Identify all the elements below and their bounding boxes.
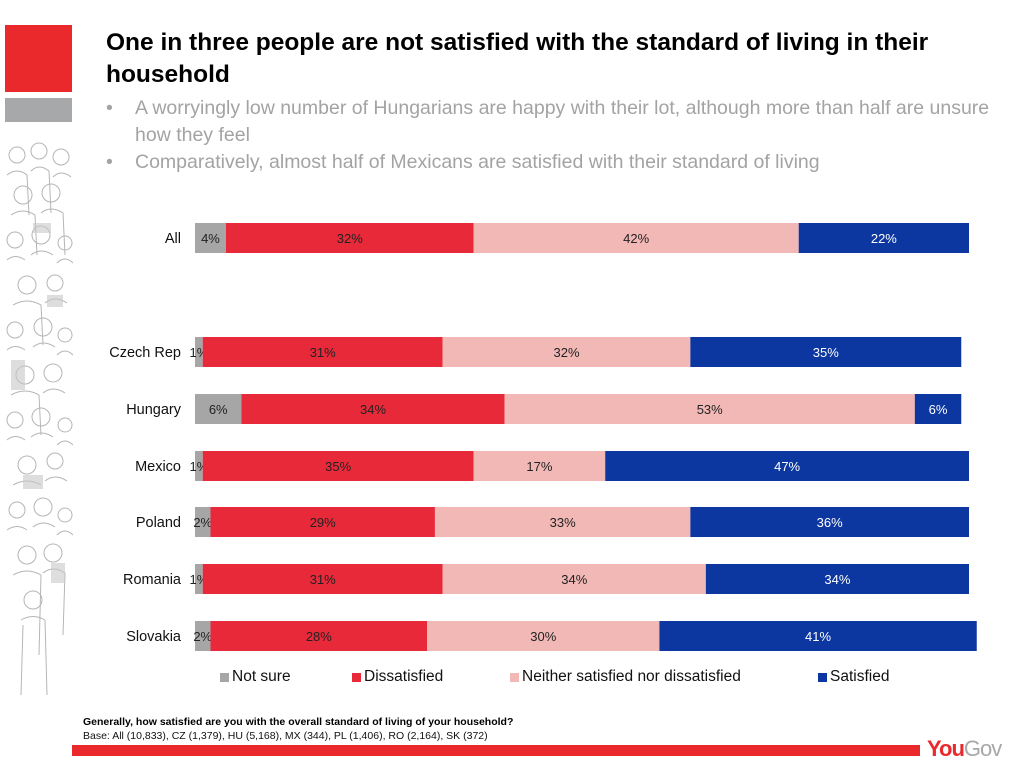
bar-segment-neither-satisfied-nor-dissatisfied [473, 451, 606, 481]
bar-segment-satisfied [659, 621, 977, 651]
data-label: 22% [871, 231, 897, 246]
legend-item-satisfied: Satisfied [818, 668, 889, 686]
bullet-dot-icon: • [106, 151, 113, 173]
base-sizes: Base: All (10,833), CZ (1,379), HU (5,16… [83, 730, 488, 742]
data-label: 33% [550, 515, 576, 530]
legend-label: Neither satisfied nor dissatisfied [522, 668, 741, 685]
legend-label: Dissatisfied [364, 668, 444, 685]
data-label: 6% [209, 402, 228, 417]
data-label: 34% [561, 572, 587, 587]
bar-segment-neither-satisfied-nor-dissatisfied [473, 223, 799, 253]
data-label: 32% [337, 231, 363, 246]
bullet-text: Comparatively, almost half of Mexicans a… [135, 151, 820, 173]
bar-segment-dissatisfied [225, 223, 474, 253]
bar-segment-dissatisfied [202, 451, 474, 481]
yougov-logo: YouGov [927, 736, 1002, 762]
data-label: 34% [360, 402, 386, 417]
category-label: All [165, 231, 181, 247]
bar-segment-neither-satisfied-nor-dissatisfied [504, 394, 915, 424]
legend-item-dissatisfied: Dissatisfied [352, 668, 443, 686]
bar-segment-not-sure [195, 564, 203, 594]
bar-segment-not-sure [195, 337, 203, 367]
bar-segment-not-sure [195, 223, 226, 253]
category-label: Czech Rep [109, 345, 181, 361]
data-label: 28% [306, 629, 332, 644]
bar-segment-dissatisfied [241, 394, 505, 424]
bar-row-hungary: Hungary 6% 34% 53% 6% [126, 394, 962, 424]
data-label: 31% [310, 345, 336, 360]
logo-gov: Gov [963, 736, 1002, 761]
legend-swatch [220, 672, 229, 682]
legend-item-not-sure: Not sure [220, 668, 291, 686]
bar-segment-satisfied [705, 564, 969, 594]
bar-segment-dissatisfied [210, 621, 428, 651]
bar-row-mexico: Mexico 1% 35% 17% 47% [135, 451, 969, 481]
data-label: 53% [697, 402, 723, 417]
bar-row-czech-rep: Czech Rep 1% 31% 32% 35% [109, 337, 962, 367]
bar-row-all: All 4% 32% 42% 22% [165, 223, 969, 253]
data-label: 4% [201, 231, 220, 246]
category-label: Romania [123, 572, 182, 588]
data-label: 32% [554, 345, 580, 360]
bar-row-poland: Poland 2% 29% 33% 36% [136, 507, 969, 537]
brand-grey-bar [5, 98, 72, 122]
legend-swatch [352, 672, 361, 682]
category-label: Slovakia [126, 629, 182, 645]
survey-question: Generally, how satisfied are you with th… [83, 716, 514, 728]
bar-segment-not-sure [195, 394, 242, 424]
footer-red-bar [72, 745, 920, 756]
data-label: 30% [530, 629, 556, 644]
data-label: 35% [813, 345, 839, 360]
bar-segment-satisfied [914, 394, 962, 424]
data-label: 29% [310, 515, 336, 530]
category-label: Hungary [126, 402, 182, 418]
data-label: 36% [817, 515, 843, 530]
data-label: 2% [193, 515, 212, 530]
bar-segment-satisfied [605, 451, 969, 481]
data-label: 35% [325, 459, 351, 474]
bullet-text: A worryingly low number of Hungarians ar… [135, 97, 990, 146]
data-label: 42% [623, 231, 649, 246]
data-label: 41% [805, 629, 831, 644]
data-label: 34% [824, 572, 850, 587]
bar-segment-neither-satisfied-nor-dissatisfied [442, 564, 706, 594]
bar-segment-neither-satisfied-nor-dissatisfied [427, 621, 660, 651]
legend-label: Not sure [232, 668, 291, 685]
bar-segment-not-sure [195, 621, 211, 651]
chart-legend: Not sure Dissatisfied Neither satisfied no… [0, 668, 1024, 690]
bar-segment-dissatisfied [202, 337, 443, 367]
legend-swatch [510, 672, 519, 682]
bar-segment-not-sure [195, 507, 211, 537]
data-label: 6% [929, 402, 948, 417]
data-label: 17% [526, 459, 552, 474]
bar-segment-satisfied [690, 337, 962, 367]
bar-segment-neither-satisfied-nor-dissatisfied [442, 337, 691, 367]
legend-item-neither-satisfied-nor-dissatisfied: Neither satisfied nor dissatisfied [510, 668, 741, 686]
bullet-item: • A worryingly low number of Hungarians … [106, 95, 1006, 149]
bar-segment-not-sure [195, 451, 203, 481]
stacked-bar-chart: All 4% 32% 42% 22%Czech Rep 1% 31% 32% 35%Hungar… [109, 223, 977, 651]
logo-you: You [927, 736, 965, 761]
bar-row-slovakia: Slovakia 2% 28% 30% 41% [126, 621, 977, 651]
bar-row-romania: Romania 1% 31% 34% 34% [123, 564, 969, 594]
bar-segment-dissatisfied [210, 507, 435, 537]
slide-title: One in three people are not satisfied wi… [106, 29, 929, 88]
bullet-list: • A worryingly low number of Hungarians … [106, 95, 1006, 176]
category-label: Poland [136, 515, 181, 531]
data-label: 2% [193, 629, 212, 644]
legend-label: Satisfied [830, 668, 890, 685]
data-label: 47% [774, 459, 800, 474]
crowd-illustration [6, 142, 73, 696]
bar-segment-neither-satisfied-nor-dissatisfied [434, 507, 691, 537]
bar-segment-satisfied [690, 507, 969, 537]
bar-segment-dissatisfied [202, 564, 443, 594]
data-label: 31% [310, 572, 336, 587]
legend-swatch [818, 672, 827, 682]
bullet-item: • Comparatively, almost half of Mexicans… [106, 149, 1006, 176]
bar-segment-satisfied [798, 223, 969, 253]
bullet-dot-icon: • [106, 97, 113, 119]
category-label: Mexico [135, 459, 181, 475]
brand-red-square [5, 25, 72, 92]
